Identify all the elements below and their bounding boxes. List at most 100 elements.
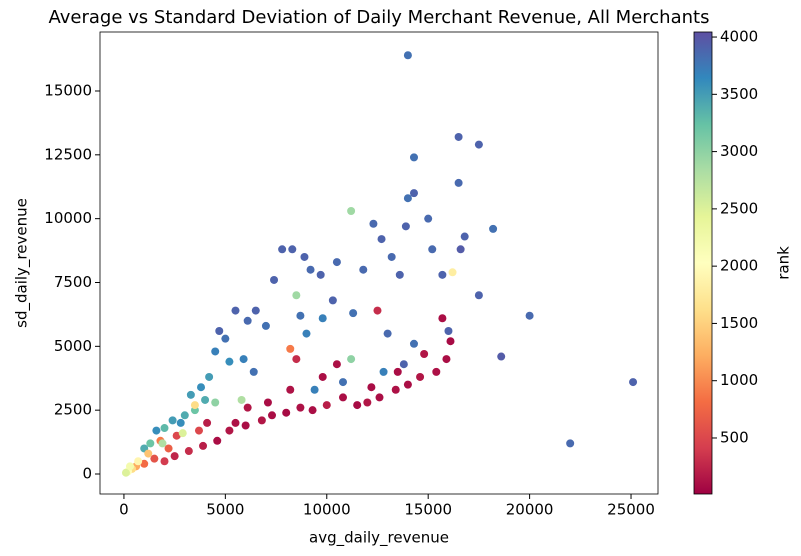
colorbar [693,31,713,495]
colorbar-tick-label: 500 [720,428,749,446]
y-tick-label: 15000 [44,81,92,99]
point [373,306,382,315]
point [231,418,240,427]
point [199,441,208,450]
point [363,398,372,407]
point [460,232,469,241]
point [383,329,392,338]
point [401,222,410,231]
point [349,309,358,318]
point [225,426,234,435]
point [296,403,305,412]
point [416,372,425,381]
point [391,385,400,394]
point [302,329,311,338]
point [203,418,212,427]
point [241,421,250,430]
point [296,311,305,320]
point [190,401,199,410]
colorbar-tick-label: 1000 [720,371,758,389]
point [121,468,130,477]
point [205,372,214,381]
point [393,367,402,376]
point [197,383,206,392]
point [170,452,179,461]
colorbar-tick-label: 2500 [720,199,758,217]
point [399,360,408,369]
point [338,393,347,402]
point [288,245,297,254]
point [300,252,309,261]
point [146,439,155,448]
point [239,355,248,364]
point [409,153,418,162]
point [448,268,457,277]
point [144,449,153,458]
point [369,219,378,228]
point [566,439,575,448]
point [292,291,301,300]
y-tick-label: 0 [82,465,92,483]
point [251,306,260,315]
point [353,401,362,410]
point [215,327,224,336]
point [332,360,341,369]
point [306,265,315,274]
point [379,367,388,376]
x-axis-label: avg_daily_revenue [309,529,449,548]
point [286,385,295,394]
point [168,416,177,425]
point [347,206,356,215]
point [257,416,266,425]
point [367,383,376,392]
point [497,352,506,361]
point [629,378,638,387]
point [428,245,437,254]
point [152,426,161,435]
point [316,270,325,279]
point [172,431,181,440]
y-tick-label: 7500 [54,273,92,291]
point [213,436,222,445]
point [150,454,159,463]
point [474,291,483,300]
point [194,426,203,435]
point [474,140,483,149]
point [180,411,189,420]
point [310,385,319,394]
point [377,235,386,244]
point [395,270,404,279]
x-tick-label: 15000 [404,501,452,519]
point [249,367,258,376]
point [158,439,167,448]
point [409,339,418,348]
chart-title: Average vs Standard Deviation of Daily M… [49,7,710,28]
point [420,349,429,358]
y-tick-label: 12500 [44,145,92,163]
point [322,401,331,410]
point [403,380,412,389]
point [328,296,337,305]
point [211,347,220,356]
point [164,444,173,453]
colorbar-tick-label: 4000 [720,28,758,46]
point [263,398,272,407]
point [438,270,447,279]
x-tick-label: 25000 [607,501,655,519]
point [438,314,447,323]
colorbar-tick-label: 3000 [720,142,758,160]
point [375,393,384,402]
point [456,245,465,254]
y-tick-label: 5000 [54,337,92,355]
y-axis-label: sd_daily_revenue [13,198,32,328]
point [237,395,246,404]
point [332,258,341,267]
point [184,447,193,456]
point [432,367,441,376]
point [403,51,412,60]
point [126,462,135,471]
point [243,403,252,412]
x-tick-label: 20000 [506,501,554,519]
x-tick-label: 10000 [303,501,351,519]
